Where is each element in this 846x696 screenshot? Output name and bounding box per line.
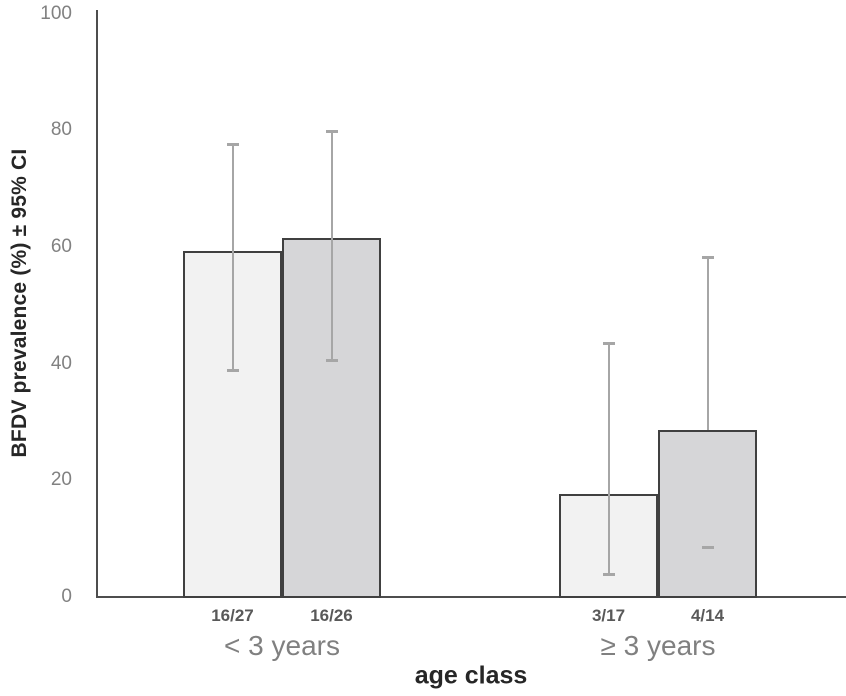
count-label: 16/27 — [211, 606, 254, 625]
y-axis-title: BFDV prevalence (%) ± 95% CI — [8, 148, 31, 458]
count-label: 4/14 — [690, 606, 725, 625]
error-bar-cap-upper — [325, 129, 338, 133]
error-bar-line — [607, 343, 610, 575]
bar — [658, 430, 757, 598]
error-bar-cap-upper — [602, 342, 615, 346]
count-label: 3/17 — [591, 606, 626, 625]
y-tick-label: 40 — [50, 352, 72, 374]
bar — [282, 238, 381, 598]
error-bar-cap-lower — [602, 573, 615, 577]
x-axis-line — [96, 596, 846, 598]
y-tick-label: 60 — [50, 235, 72, 257]
y-tick-label: 20 — [50, 469, 72, 491]
error-bar-line — [330, 131, 333, 361]
error-bar-cap-lower — [325, 358, 338, 362]
y-tick-label: 100 — [40, 2, 72, 24]
count-label: 16/26 — [310, 606, 353, 625]
error-bar-line — [706, 257, 709, 431]
x-axis-title: age class — [414, 661, 528, 690]
error-bar-cap-lower — [226, 369, 239, 373]
group-label: ≥ 3 years — [600, 630, 716, 661]
error-bar-cap-upper — [226, 142, 239, 146]
error-bar-cap-lower — [701, 546, 714, 550]
y-axis-line — [96, 10, 98, 598]
error-bar-line — [231, 144, 234, 371]
group-label: < 3 years — [224, 630, 340, 661]
y-tick-label: 80 — [50, 119, 72, 141]
y-tick-label: 0 — [61, 586, 72, 607]
error-bar-cap-upper — [701, 256, 714, 260]
